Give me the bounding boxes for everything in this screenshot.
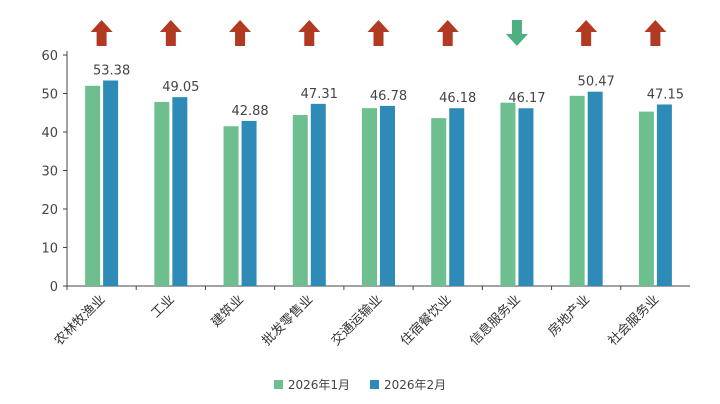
category-label: 社会服务业 [605,292,662,349]
category-label: 交通运输业 [328,292,385,349]
arrow-up-icon [367,20,390,46]
data-label: 53.38 [93,63,130,78]
category-label: 信息服务业 [466,292,523,349]
bar-series1 [569,95,585,286]
y-tick-label: 30 [41,165,58,180]
y-tick-label: 10 [41,242,58,257]
data-label: 46.17 [508,91,545,106]
data-label: 49.05 [162,80,199,95]
y-tick-label: 50 [41,88,58,103]
bar-series1 [638,111,654,286]
arrow-up-icon [298,20,321,46]
arrow-up-icon [229,20,252,46]
bar-series2 [103,80,119,286]
category-label: 房地产业 [545,292,593,340]
bar-series2 [656,104,672,286]
bar-series1 [431,118,447,286]
bar-series1 [85,85,101,286]
bar-series2 [449,108,465,286]
bar-series2 [587,91,603,287]
y-tick-label: 0 [50,280,58,295]
data-label: 42.88 [231,104,268,119]
data-label: 46.78 [370,89,407,104]
category-label: 农林牧渔业 [52,292,109,349]
arrow-up-icon [159,20,182,46]
data-label: 46.18 [439,91,476,106]
bar-series1 [362,108,377,286]
legend-label-series1: 2026年1月 [287,378,350,392]
legend-label-series2: 2026年2月 [384,378,447,392]
bar-series2 [518,108,534,286]
data-label: 47.31 [301,87,338,102]
category-label: 住宿餐饮业 [397,292,454,349]
arrow-up-icon [90,20,113,46]
bar-series2 [380,105,395,286]
legend-item-series1: 2026年1月 [273,376,350,393]
y-tick-label: 20 [41,203,58,218]
bar-series1 [292,115,308,286]
legend-item-series2: 2026年2月 [370,376,446,393]
data-label: 47.15 [647,87,684,102]
legend-swatch-series2 [370,380,379,389]
category-label: 批发零售业 [259,292,316,349]
arrow-up-icon [575,20,598,46]
legend: 2026年1月 2026年2月 [0,376,720,393]
arrow-up-icon [436,20,459,46]
y-tick-label: 60 [41,49,58,64]
arrow-down-icon [505,20,528,46]
arrow-up-icon [644,20,667,46]
legend-swatch-series1 [273,380,283,389]
category-label: 建筑业 [208,292,247,331]
bar-chart: 0 10 20 30 40 50 60 53.38 农林牧渔业 49.05 工业 42.88 建筑业 47… [41,20,690,349]
bar-series1 [154,101,170,286]
y-tick-label: 40 [41,126,58,141]
data-label: 50.47 [578,75,615,90]
bar-series2 [241,120,257,286]
bar-series1 [500,102,516,287]
bar-series1 [223,126,239,286]
bar-series2 [310,103,326,286]
bar-series2 [172,97,188,286]
category-label: 工业 [149,292,178,321]
